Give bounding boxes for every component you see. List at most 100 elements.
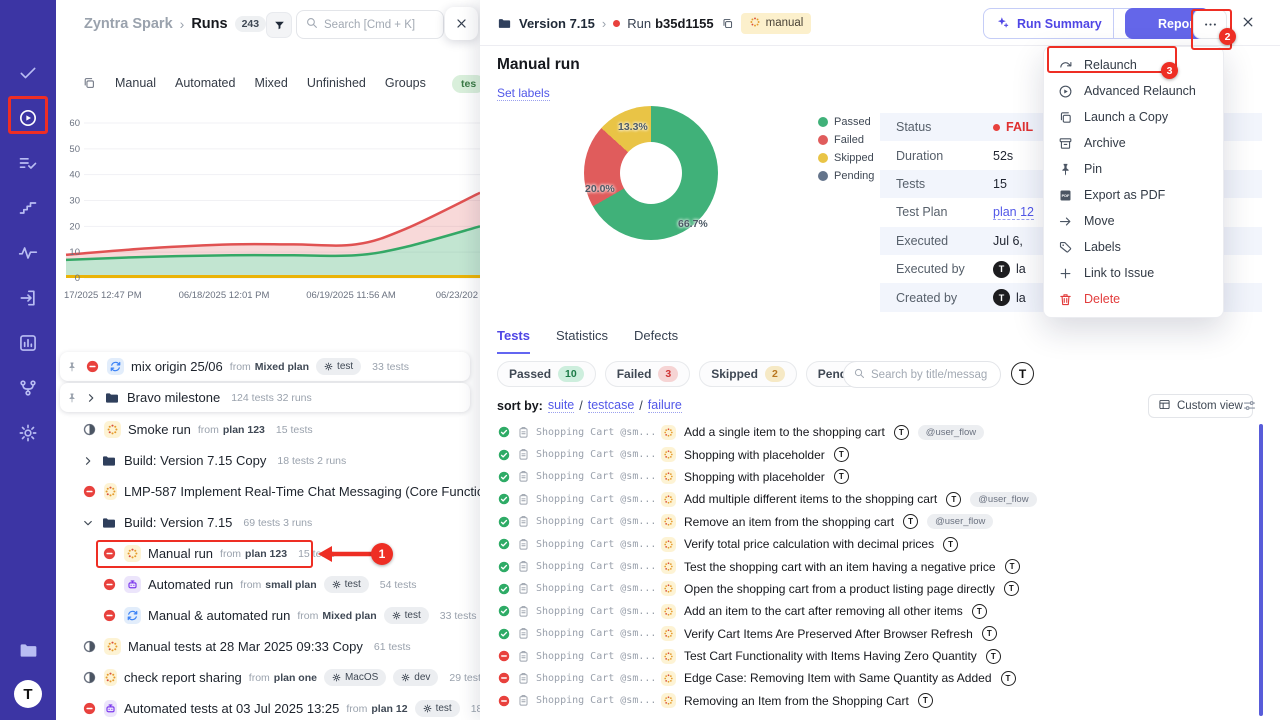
detail-value: Jul 6, [993, 233, 1023, 248]
test-row[interactable]: Shopping Cart @sm... Verify Cart Items A… [480, 623, 1260, 645]
run-list-item[interactable]: Automated run from small plan test 54 tests [56, 569, 480, 600]
more-actions-button[interactable] [1193, 9, 1227, 39]
run-plan-name[interactable]: Mixed plan [254, 360, 310, 373]
view-settings-icon[interactable] [1242, 398, 1257, 413]
chevron-right-icon[interactable] [85, 392, 97, 404]
tab-defects[interactable]: Defects [634, 328, 679, 343]
menu-item-pin[interactable]: Pin [1044, 156, 1223, 182]
sidebar-item-folder[interactable] [14, 636, 42, 664]
sidebar-item-login[interactable] [14, 284, 42, 312]
test-row[interactable]: Shopping Cart @sm... Add an item to the … [480, 600, 1260, 622]
sidebar-item-check[interactable] [14, 59, 42, 87]
sort-by-testcase[interactable]: testcase [587, 398, 635, 413]
test-row[interactable]: Shopping Cart @sm... Test the shopping c… [480, 555, 1260, 577]
menu-item-launch-a-copy[interactable]: Launch a Copy [1044, 104, 1223, 130]
chevron-right-icon[interactable] [82, 455, 94, 467]
test-row[interactable]: Shopping Cart @sm... Remove an item from… [480, 511, 1260, 533]
filter-chip-passed[interactable]: Passed 10 [497, 361, 596, 387]
sidebar-item-barchart[interactable] [14, 329, 42, 357]
sidebar-item-playcircle[interactable] [14, 104, 42, 132]
close-panel-button[interactable] [445, 7, 478, 40]
test-row[interactable]: Shopping Cart @sm... Add a single item t… [480, 421, 1260, 443]
chevron-down-icon[interactable] [82, 517, 94, 529]
tab-statistics[interactable]: Statistics [556, 328, 609, 343]
run-plan-name[interactable]: plan 12 [371, 702, 408, 715]
run-title: Manual run [148, 546, 214, 561]
run-list-item[interactable]: Build: Version 7.15 69 tests 3 runs [56, 507, 480, 538]
run-summary-group: Run Summary [983, 8, 1147, 39]
sidebar-item-steps[interactable] [14, 194, 42, 222]
run-list-item[interactable]: Manual & automated run from Mixed plan test… [56, 600, 480, 631]
copy-run-id-icon[interactable] [721, 17, 734, 30]
tests-search [843, 361, 1001, 388]
project-name[interactable]: Zyntra Spark [84, 16, 173, 32]
run-list-item[interactable]: Automated tests at 03 Jul 2025 13:25 from… [56, 693, 480, 720]
filter-chip-failed[interactable]: Failed 3 [604, 361, 691, 387]
sidebar-item-gear[interactable] [14, 419, 42, 447]
runs-panel: Zyntra Spark › Runs 243 Manual Automated M… [56, 0, 480, 720]
runs-filter-tab-mixed[interactable]: Mixed [254, 76, 288, 90]
in-progress-status-icon [82, 670, 97, 685]
menu-item-archive[interactable]: Archive [1044, 130, 1223, 156]
test-row[interactable]: Shopping Cart @sm... Shopping with place… [480, 443, 1260, 465]
tests-search-input[interactable] [871, 368, 989, 381]
sidebar-item-hamburgermenu[interactable]: undefined [14, 14, 42, 42]
version-link[interactable]: Version 7.15 [519, 15, 595, 31]
test-row[interactable]: Shopping Cart @sm... Verify total price … [480, 533, 1260, 555]
sidebar-item-branch[interactable] [14, 374, 42, 402]
menu-item-link-to-issue[interactable]: Link to Issue [1044, 260, 1223, 286]
run-list-item[interactable]: Build: Version 7.15 Copy 18 tests 2 runs [56, 445, 480, 476]
set-labels-link[interactable]: Set labels [497, 86, 550, 101]
runs-filter-tab-automated[interactable]: Automated [175, 76, 236, 90]
folder-icon [101, 453, 117, 469]
tab-tests[interactable]: Tests [497, 328, 530, 354]
test-row[interactable]: Shopping Cart @sm... Removing an Item fr… [480, 690, 1260, 712]
run-summary-button[interactable]: Run Summary [984, 9, 1113, 38]
tag-filter-pill[interactable]: tes [452, 75, 480, 93]
sort-by-failure[interactable]: failure [647, 398, 682, 413]
run-plan-name[interactable]: plan one [273, 671, 317, 684]
filter-button[interactable] [266, 12, 292, 38]
run-list-item[interactable]: mix origin 25/06 from Mixed plan test 33 tes… [60, 352, 470, 381]
user-avatar[interactable]: T [14, 680, 42, 708]
sidebar-item-helpcircle[interactable]: undefined [14, 592, 42, 620]
test-row[interactable]: Shopping Cart @sm... Test Cart Functiona… [480, 645, 1260, 667]
menu-item-delete[interactable]: Delete [1044, 286, 1223, 312]
sidebar-item-listcheck[interactable] [14, 149, 42, 177]
test-row[interactable]: Shopping Cart @sm... Add multiple differ… [480, 488, 1260, 510]
run-status-dot [613, 19, 621, 27]
test-row[interactable]: Shopping Cart @sm... Shopping with place… [480, 466, 1260, 488]
scrollbar-thumb[interactable] [1259, 424, 1263, 716]
assignee-filter-avatar[interactable]: T [1011, 362, 1034, 385]
run-list-item[interactable]: LMP-587 Implement Real-Time Chat Messagi… [56, 476, 480, 507]
menu-item-labels[interactable]: Labels [1044, 234, 1223, 260]
test-title: Shopping with placeholder [684, 469, 825, 484]
runs-filter-tab-unfinished[interactable]: Unfinished [306, 76, 366, 90]
menu-item-move[interactable]: Move [1044, 208, 1223, 234]
search-input[interactable] [324, 18, 424, 31]
run-plan-name[interactable]: Mixed plan [322, 609, 377, 622]
testcase-icon [517, 582, 530, 595]
run-plan-name[interactable]: small plan [265, 578, 317, 591]
run-plan-name[interactable]: plan 123 [222, 423, 265, 436]
run-list-item[interactable]: Manual run from plan 123 15 tests [56, 538, 480, 569]
run-plan-name[interactable]: plan 123 [245, 547, 288, 560]
close-run-button[interactable] [1241, 15, 1255, 29]
custom-view-button[interactable]: Custom view [1148, 394, 1253, 418]
menu-item-advanced-relaunch[interactable]: Advanced Relaunch [1044, 78, 1223, 104]
run-list-item[interactable]: Manual tests at 28 Mar 2025 09:33 Copy 61… [56, 631, 480, 662]
run-list-item[interactable]: Smoke run from plan 123 15 tests [56, 414, 480, 445]
assignee-avatar: T [981, 626, 997, 642]
test-row[interactable]: Shopping Cart @sm... Open the shopping c… [480, 578, 1260, 600]
run-list-item[interactable]: Bravo milestone 124 tests 32 runs [60, 383, 470, 412]
runs-filter-tab-groups[interactable]: Groups [384, 76, 426, 90]
menu-item-relaunch[interactable]: Relaunch [1044, 52, 1223, 78]
test-row[interactable]: Shopping Cart @sm... Edge Case: Removing… [480, 667, 1260, 689]
menu-item-export-as-pdf[interactable]: PDF Export as PDF [1044, 182, 1223, 208]
run-list-item[interactable]: check report sharing from plan one MacOS dev… [56, 662, 480, 693]
sort-by-suite[interactable]: suite [547, 398, 575, 413]
sidebar-item-pulse[interactable] [14, 239, 42, 267]
filter-chip-skipped[interactable]: Skipped 2 [699, 361, 797, 387]
runs-filter-tab-manual[interactable]: Manual [115, 76, 156, 90]
test-plan-link[interactable]: plan 12 [993, 204, 1035, 220]
